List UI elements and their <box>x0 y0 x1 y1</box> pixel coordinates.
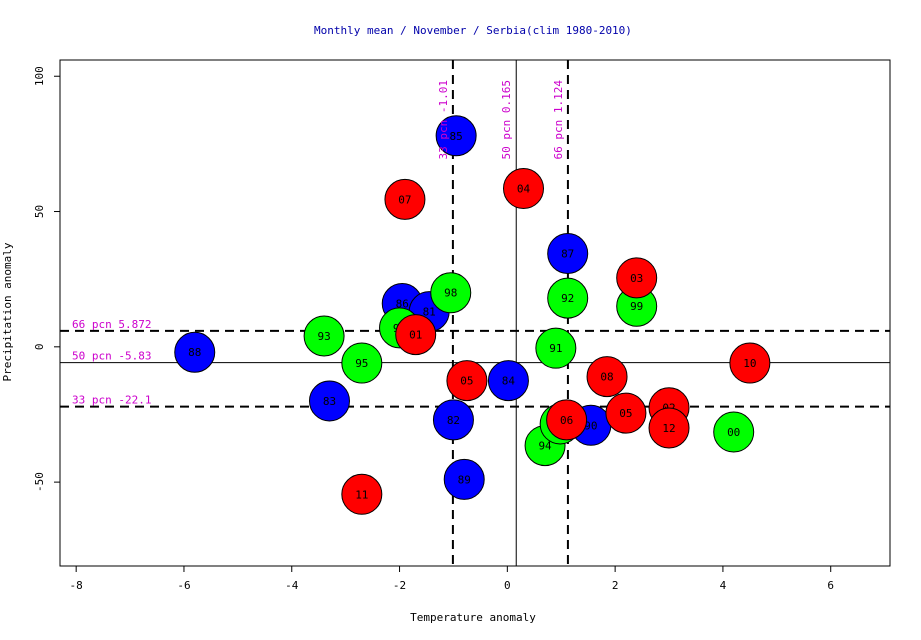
data-point <box>303 315 345 357</box>
data-point-label: 98 <box>444 287 457 300</box>
x-tick-label: -2 <box>393 579 406 592</box>
percentile-label-x: 33 pcn -1.01 <box>437 80 450 159</box>
data-point <box>395 314 437 356</box>
percentile-label-x: 50 pcn 0.165 <box>500 80 513 159</box>
x-tick-label: -8 <box>70 579 83 592</box>
data-point <box>341 342 383 384</box>
data-point <box>174 331 216 373</box>
y-tick-label: 0 <box>33 344 46 351</box>
data-point <box>487 360 529 402</box>
data-point-label: 81 <box>423 306 436 319</box>
data-point <box>547 232 589 274</box>
data-point <box>586 356 628 398</box>
data-point-label: 01 <box>409 329 422 342</box>
data-point <box>432 399 474 441</box>
data-point-label: 91 <box>549 342 562 355</box>
data-point-label: 12 <box>662 422 675 435</box>
x-axis-label: Temperature anomaly <box>410 611 536 624</box>
data-point-label: 07 <box>398 193 411 206</box>
data-point-label: 90 <box>584 419 597 432</box>
percentile-label-y: 33 pcn -22.1 <box>72 394 151 407</box>
data-point-label: 88 <box>188 346 201 359</box>
data-point-label: 00 <box>727 426 740 439</box>
percentile-label-x: 66 pcn 1.124 <box>552 80 565 160</box>
data-point-label: 04 <box>517 183 531 196</box>
data-point-label: 93 <box>317 330 330 343</box>
data-point <box>546 399 588 441</box>
y-tick-label: 100 <box>33 66 46 86</box>
data-point-label: 03 <box>630 272 643 285</box>
data-point <box>503 168 545 210</box>
data-point <box>713 411 755 453</box>
data-point <box>616 257 658 299</box>
y-axis-label: Precipitation anomaly <box>1 242 14 381</box>
data-point-label: 89 <box>458 473 471 486</box>
data-point <box>605 392 647 434</box>
data-point-label: 85 <box>450 130 463 143</box>
plot-area: -8 -6 -4 -2 0 2 4 6-500501008883868185828984879… <box>33 59 891 592</box>
x-tick-label: -4 <box>285 579 299 592</box>
chart-title: Monthly mean / November / Serbia(clim 19… <box>314 24 632 37</box>
data-point-label: 95 <box>355 357 368 370</box>
plot-content: 8883868185828984879093959698919299949700… <box>60 60 890 566</box>
data-point-label: 87 <box>561 247 574 260</box>
data-point <box>729 342 771 384</box>
data-point <box>547 277 589 319</box>
data-point <box>648 407 690 449</box>
percentile-label-y: 66 pcn 5.872 <box>72 318 151 331</box>
data-point-label: 05 <box>460 375 473 388</box>
data-point-label: 08 <box>600 371 613 384</box>
x-tick-label: 4 <box>720 579 727 592</box>
data-point-label: 10 <box>743 357 756 370</box>
data-point-label: 86 <box>396 298 409 311</box>
data-point <box>341 473 383 515</box>
data-point <box>535 327 577 369</box>
y-tick-label: -50 <box>33 472 46 492</box>
x-tick-label: -6 <box>177 579 190 592</box>
data-point <box>308 380 350 422</box>
data-point-label: 82 <box>447 414 460 427</box>
data-point-label: 83 <box>323 395 336 408</box>
data-point <box>384 178 426 220</box>
x-tick-label: 6 <box>827 579 834 592</box>
y-tick-label: 50 <box>33 205 46 218</box>
data-point <box>446 360 488 402</box>
data-point-label: 94 <box>538 440 552 453</box>
data-point-label: 11 <box>355 488 368 501</box>
x-tick-label: 0 <box>504 579 511 592</box>
data-point <box>443 458 485 500</box>
data-point <box>435 115 477 157</box>
plot-frame <box>59 59 891 567</box>
data-point-label: 99 <box>630 300 643 313</box>
percentile-label-y: 50 pcn -5.83 <box>72 350 151 363</box>
data-point-label: 92 <box>561 292 574 305</box>
data-point <box>430 272 472 314</box>
data-point-label: 06 <box>560 414 573 427</box>
x-tick-label: 2 <box>612 579 619 592</box>
data-point-label: 84 <box>502 375 516 388</box>
data-point-label: 05 <box>619 407 632 420</box>
